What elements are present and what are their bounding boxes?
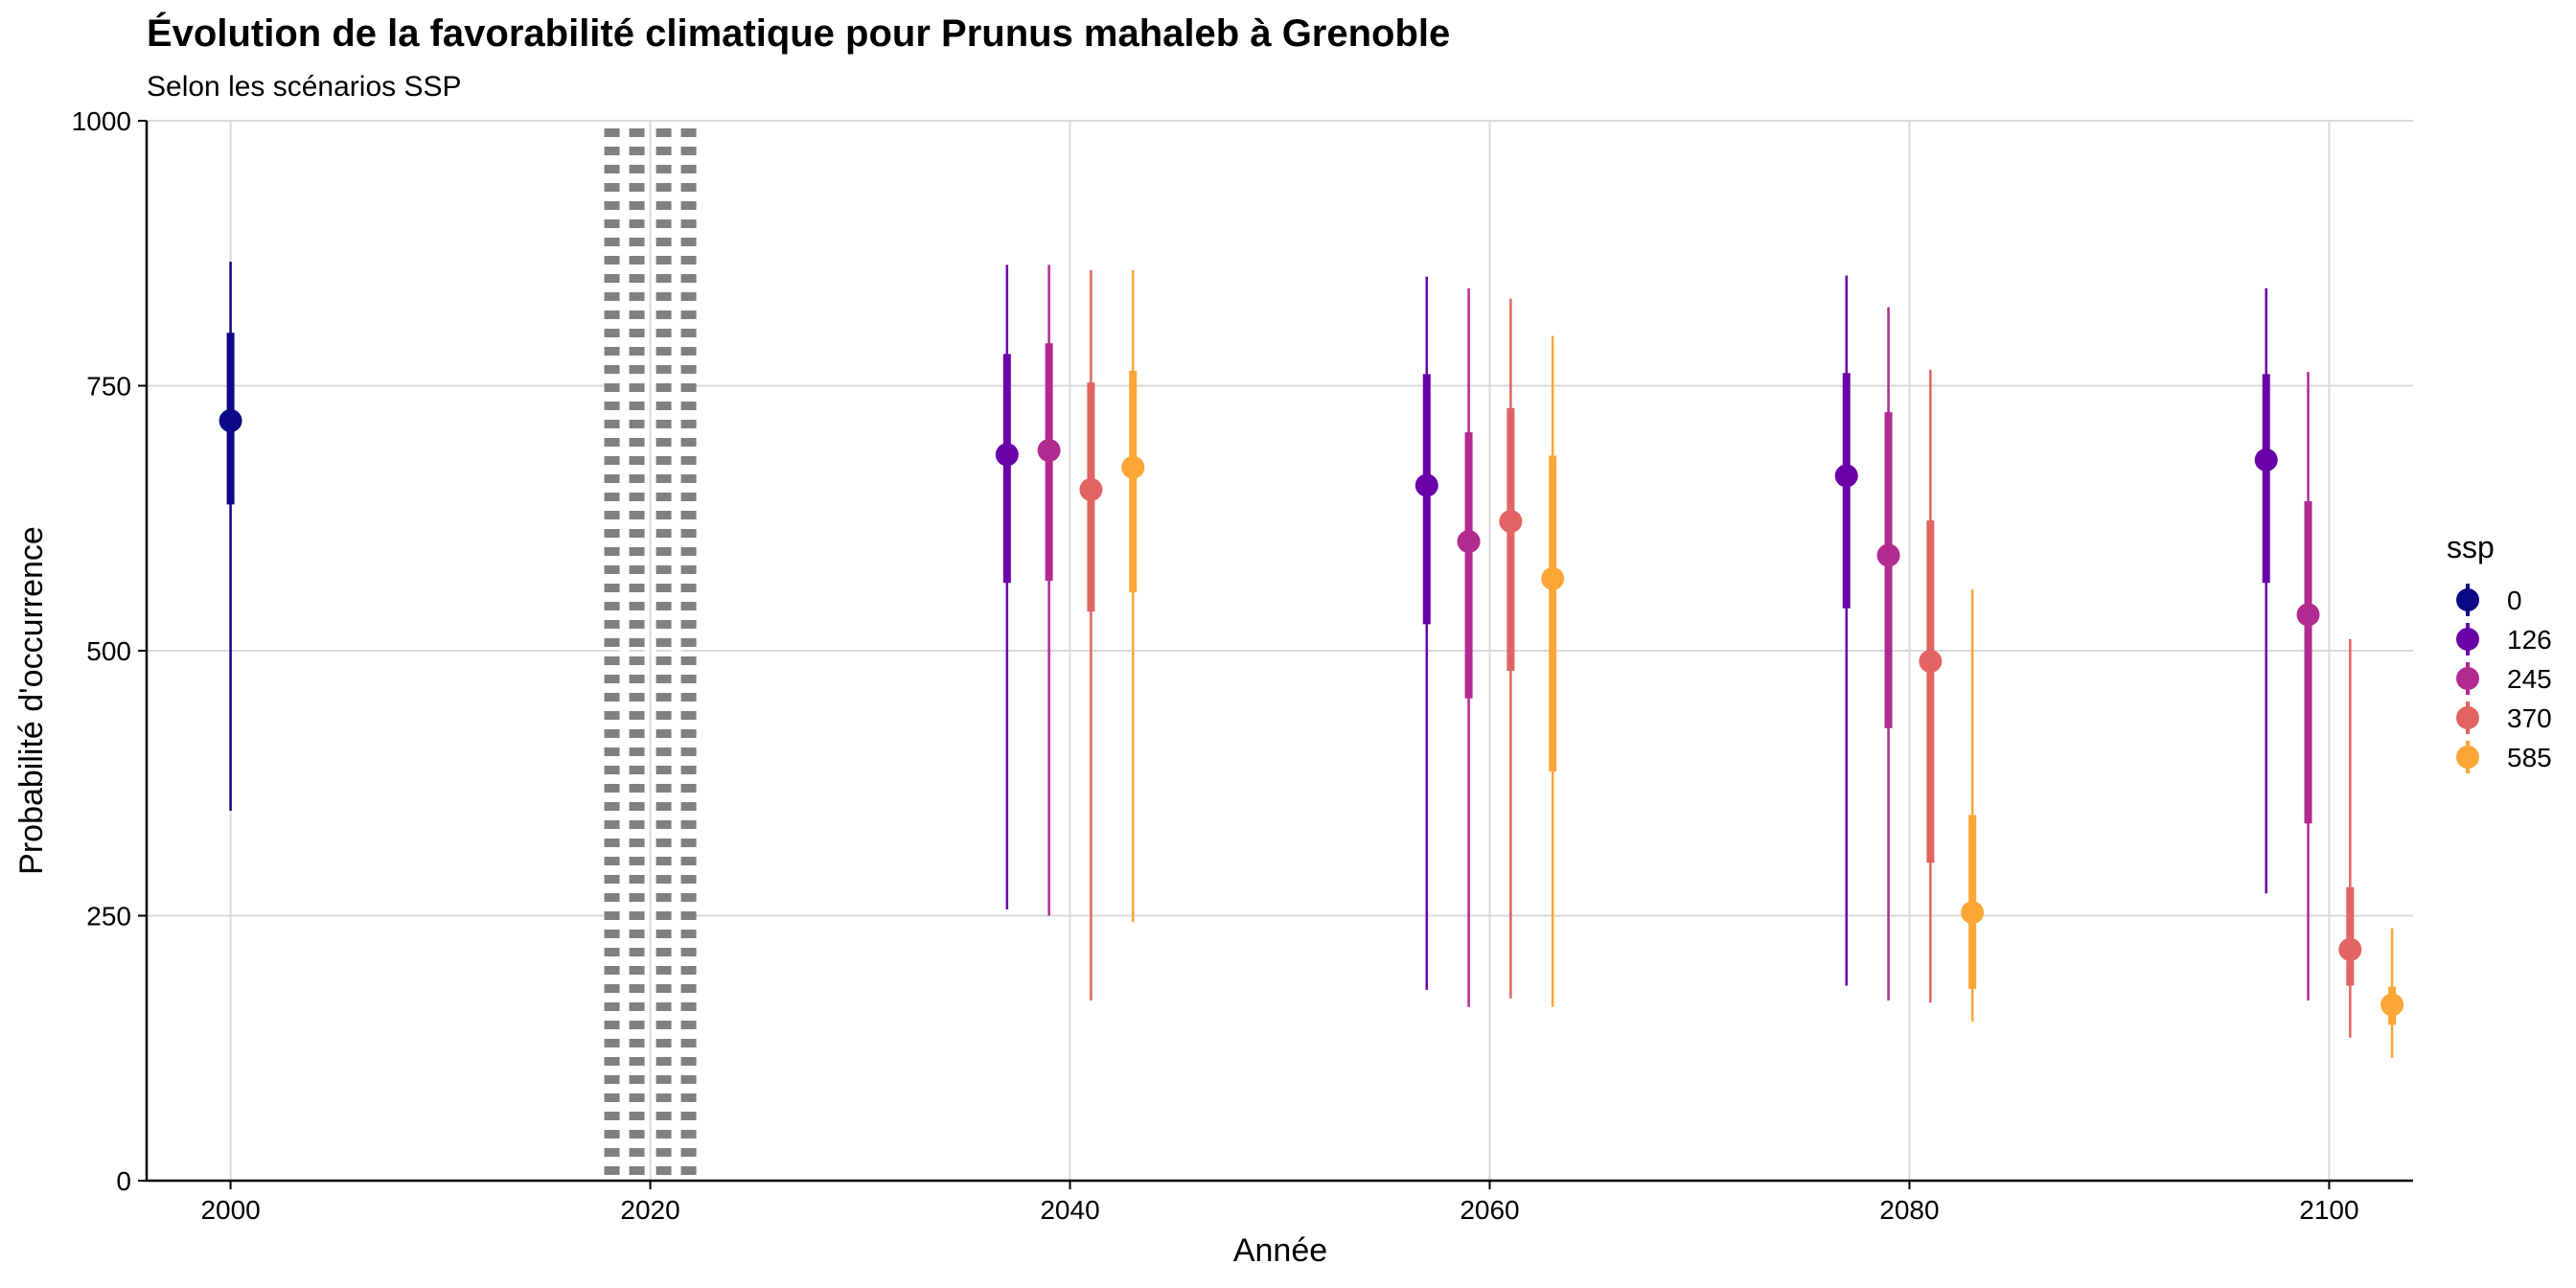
point-ssp245-2080 — [1876, 543, 1900, 567]
legend-key-point-245 — [2456, 667, 2479, 690]
point-ssp370-2080 — [1919, 650, 1943, 674]
point-ssp370-2060 — [1499, 510, 1523, 534]
x-tick-label-2080: 2080 — [1879, 1195, 1939, 1225]
chart-subtitle: Selon les scénarios SSP — [147, 71, 462, 103]
point-ssp126-2080 — [1834, 464, 1858, 488]
legend: ssp 0 126 245 370 585 — [2447, 530, 2552, 773]
y-axis-title: Probabilité d'occurrence — [13, 526, 50, 875]
x-tick-label-2100: 2100 — [2299, 1195, 2358, 1225]
chart-title: Évolution de la favorabilité climatique … — [147, 12, 1450, 55]
point-ssp245-2040 — [1037, 438, 1061, 462]
x-tick-label-2060: 2060 — [1460, 1195, 1519, 1225]
point-ssp585-2100 — [2380, 993, 2404, 1017]
gridlines — [147, 120, 2413, 1182]
y-tick-label-1000: 1000 — [72, 106, 131, 136]
legend-key-point-370 — [2456, 706, 2479, 729]
point-ssp245-2100 — [2296, 603, 2320, 627]
legend-label-585: 585 — [2507, 743, 2552, 772]
legend-label-245: 245 — [2507, 664, 2552, 694]
legend-key-point-0 — [2456, 588, 2479, 611]
x-tick-label-2020: 2020 — [620, 1195, 679, 1225]
y-tick-label-500: 500 — [86, 636, 131, 666]
legend-label-0: 0 — [2507, 586, 2522, 615]
point-ssp126-2060 — [1414, 473, 1438, 497]
legend-label-126: 126 — [2507, 625, 2552, 655]
point-ssp585-2040 — [1121, 455, 1145, 479]
point-ssp370-2100 — [2338, 937, 2362, 961]
x-tick-label-2000: 2000 — [200, 1195, 260, 1225]
point-ssp126-2100 — [2254, 448, 2278, 472]
reference-line-group — [604, 121, 697, 1181]
x-tick-label-2040: 2040 — [1040, 1195, 1099, 1225]
legend-key-point-126 — [2456, 628, 2479, 651]
point-ssp245-2060 — [1457, 530, 1481, 554]
data-marks — [218, 262, 2404, 1058]
legend-label-370: 370 — [2507, 703, 2552, 733]
y-tick-label-0: 0 — [116, 1166, 131, 1196]
point-ssp126-2040 — [995, 443, 1019, 467]
legend-title: ssp — [2447, 530, 2495, 564]
point-ssp585-2080 — [1961, 901, 1985, 925]
axes: 0 250 500 750 1000 2000 2020 2040 2060 2080 2100 — [72, 106, 2413, 1225]
legend-key-point-585 — [2456, 746, 2479, 769]
point-ssp0-2000 — [218, 408, 242, 432]
y-tick-label-250: 250 — [86, 902, 131, 932]
point-ssp585-2060 — [1541, 566, 1565, 590]
x-axis-title: Année — [1233, 1232, 1327, 1269]
y-tick-label-750: 750 — [86, 372, 131, 402]
point-ssp370-2040 — [1079, 477, 1103, 501]
